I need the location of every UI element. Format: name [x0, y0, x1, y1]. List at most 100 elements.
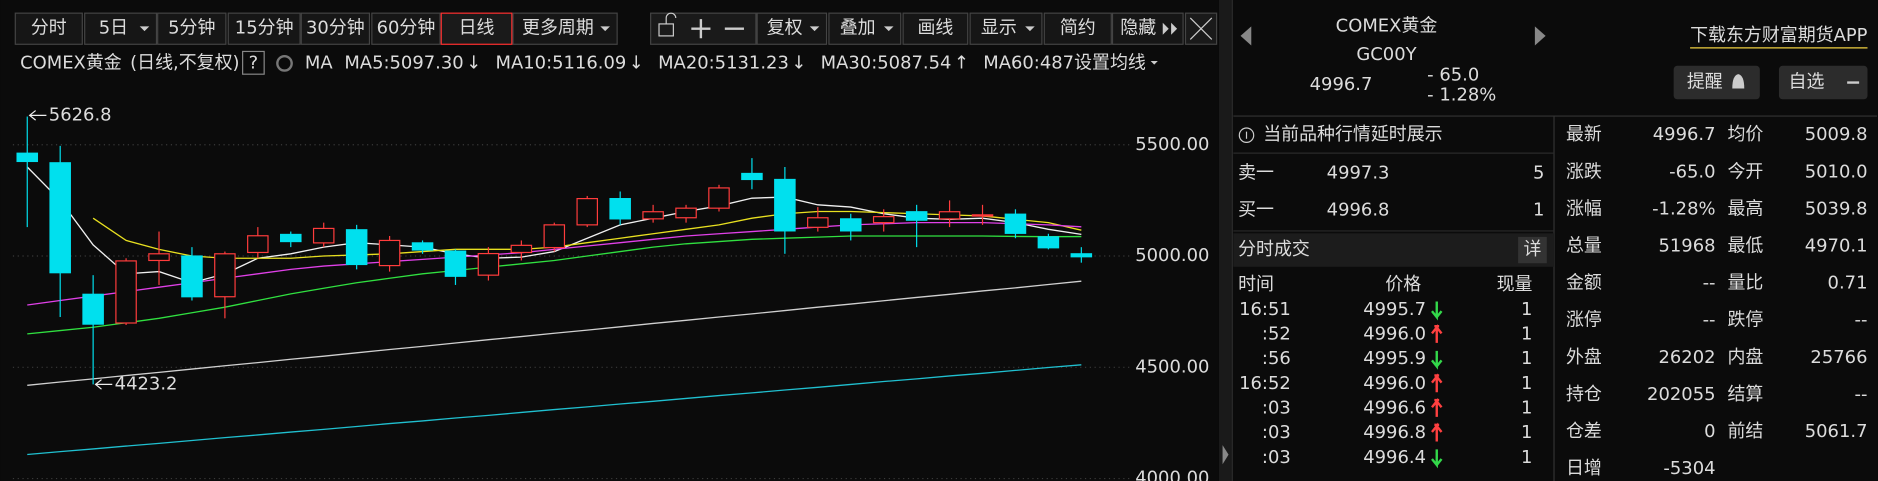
y-tick-label: 4000.00 [1135, 468, 1209, 481]
candle-body [543, 224, 566, 249]
stat-value: 26202 [1658, 347, 1715, 368]
book-volume: 5 [1533, 162, 1544, 183]
stat-value: 4996.7 [1653, 124, 1716, 145]
candle-body [214, 253, 236, 298]
tick-time: 16:51 [1239, 299, 1291, 320]
stat-label: 外盘 [1566, 347, 1602, 368]
stat-label: 总量 [1566, 235, 1602, 256]
stat-label: 最低 [1728, 235, 1764, 256]
tick-time: :52 [1262, 324, 1291, 345]
quote-code: GC00Y [1356, 44, 1416, 65]
candle-body [938, 211, 961, 220]
annotation-label: 4423.2 [115, 373, 178, 394]
prev-arrow[interactable] [1240, 26, 1252, 46]
candle-body [609, 198, 631, 220]
candle-body [642, 211, 664, 220]
candle-body [971, 214, 994, 217]
book-label: 卖一 [1238, 162, 1274, 183]
ma-line [27, 280, 1082, 386]
ma-legend: MA10:5116.09 [496, 52, 627, 73]
quote-change-pct: - 1.28% [1427, 85, 1496, 106]
ma-trend: ↓ [629, 52, 644, 73]
tick-volume: 1 [1521, 422, 1532, 443]
next-arrow[interactable] [1534, 26, 1546, 46]
remind-label: 提醒 [1687, 72, 1723, 93]
toolbar-button[interactable] [300, 12, 371, 45]
toolbar-label: 5分钟 [168, 18, 215, 39]
tick-arrow [1431, 301, 1443, 321]
ma-trend: ↓ [466, 52, 481, 73]
stat-label: 最新 [1566, 124, 1602, 145]
quote-change: - 65.0 [1427, 64, 1479, 85]
toolbar-label: 更多周期 [522, 18, 594, 39]
stat-label: 跌停 [1728, 310, 1764, 331]
y-tick-label: 4500.00 [1135, 356, 1209, 377]
tick-price: 4996.0 [1363, 373, 1426, 394]
plus-icon [691, 19, 711, 39]
detail-button[interactable] [1518, 236, 1547, 264]
annotation-arrow [94, 379, 113, 390]
candle-body [576, 198, 599, 226]
toolbar-button[interactable] [1111, 12, 1184, 45]
toolbar-label: 15分钟 [235, 18, 294, 39]
stat-value: 5039.8 [1805, 198, 1868, 219]
candle-body [510, 244, 533, 254]
stat-value: 5061.7 [1805, 421, 1868, 442]
toolbar-button[interactable] [512, 12, 618, 45]
tick-price: 4995.7 [1363, 299, 1426, 320]
toolbar-label: 简约 [1060, 18, 1096, 39]
candle-body [378, 239, 401, 267]
gear-icon[interactable] [276, 55, 293, 72]
candle-body [82, 293, 104, 325]
annotation-arrow [28, 110, 47, 121]
toolbar-button[interactable] [440, 12, 513, 45]
dropdown-icon [600, 26, 610, 32]
toolbar-button[interactable] [14, 12, 83, 45]
dropdown-icon [1025, 26, 1035, 32]
tick-price: 4995.9 [1363, 348, 1426, 369]
toolbar-button[interactable] [902, 12, 969, 45]
tick-time: :03 [1262, 447, 1291, 468]
stat-value: 51968 [1658, 235, 1715, 256]
tick-arrow [1431, 373, 1443, 393]
candle-body [708, 187, 730, 209]
info-icon [1238, 127, 1255, 143]
ma-settings: 设置均线 [1074, 52, 1146, 73]
ma-legend: MA20:5131.23 [658, 52, 789, 73]
candle-body [181, 255, 203, 298]
candle-body [247, 235, 269, 254]
y-tick-label: 5500.00 [1135, 134, 1209, 155]
ticks-title: 分时成交 [1238, 239, 1310, 260]
stat-value: -- [1703, 273, 1716, 294]
toolbar-button[interactable] [828, 12, 902, 45]
stat-value: 0 [1704, 421, 1715, 442]
help: ? [249, 52, 259, 73]
stat-label: 涨跌 [1566, 161, 1602, 182]
y-tick-label: 5000.00 [1135, 245, 1209, 266]
dropdown-icon [809, 26, 820, 32]
toolbar-button[interactable] [1043, 12, 1112, 45]
tick-time: :03 [1262, 422, 1291, 443]
candle-body [774, 178, 796, 232]
toolbar-button[interactable] [157, 12, 227, 45]
watch-button[interactable] [1778, 65, 1868, 100]
dropdown-icon [1150, 61, 1158, 65]
toolbar-label: 60分钟 [377, 18, 436, 39]
tick-volume: 1 [1521, 299, 1532, 320]
tick-arrow [1431, 323, 1443, 343]
app-link[interactable]: 下载东方财富期货APP [1690, 25, 1868, 46]
stat-value: 5009.8 [1805, 124, 1868, 145]
ma-legend: MA60:487 [983, 52, 1074, 73]
tick-arrow [1431, 397, 1443, 417]
tick-price: 4996.8 [1363, 422, 1426, 443]
collapse-arrow[interactable] [1222, 445, 1229, 465]
annotation-label: 5626.8 [49, 104, 112, 125]
toolbar-button[interactable] [227, 12, 301, 45]
stat-value: 4970.1 [1805, 235, 1868, 256]
tick-volume: 1 [1521, 324, 1532, 345]
help-box[interactable] [242, 50, 265, 75]
toolbar-label: 隐藏 [1120, 18, 1156, 39]
stat-label: 最高 [1728, 198, 1764, 219]
toolbar-button[interactable] [371, 12, 441, 45]
dropdown-icon [883, 26, 894, 32]
